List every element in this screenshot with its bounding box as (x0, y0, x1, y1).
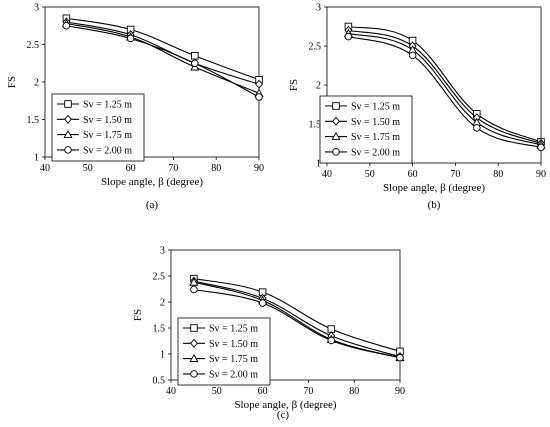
y-axis-title: FS (132, 309, 144, 321)
x-tick-label: 40 (166, 386, 176, 397)
series-line (348, 36, 542, 148)
y-tick-label: 3 (34, 3, 39, 14)
chart-a: 40 50 60 70 80 90 1 1.5 2 2.5 3 Slope angle, β (deg… (6, 3, 264, 212)
x-tick-label: 90 (254, 163, 264, 174)
x-tick-label: 40 (40, 163, 50, 174)
legend-label: Sv = 2.00 m (83, 145, 132, 156)
series-line (193, 278, 401, 352)
legend-label: Sv = 1.50 m (209, 339, 258, 350)
x-tick-label: 70 (303, 386, 313, 397)
x-tick-label: 60 (408, 169, 418, 180)
data-point-circle (344, 32, 353, 41)
y-tick-label: 1 (34, 153, 39, 164)
legend-marker-diamond (190, 338, 198, 348)
y-tick-label: 1 (316, 159, 321, 170)
data-point-diamond (255, 79, 263, 89)
legend-marker-square (64, 100, 72, 108)
x-tick-label: 80 (349, 386, 359, 397)
panel-label: (a) (146, 199, 159, 211)
data-point-circle (327, 336, 336, 345)
x-tick-label: 70 (168, 163, 178, 174)
series-line (66, 21, 260, 85)
data-point-circle (258, 299, 267, 307)
chart-c: 40 50 60 70 80 90 0.5 1 1.5 2 2.5 3 Slope angle, β (… (132, 246, 405, 422)
x-tick-label: 50 (83, 163, 93, 174)
y-tick-label: 1.5 (309, 120, 322, 131)
y-tick-label: 0.5 (153, 376, 166, 387)
legend-label: Sv = 2.00 m (351, 147, 400, 158)
y-axis-title: FS (288, 79, 300, 91)
y-tick-label: 2 (160, 298, 165, 309)
y-tick-label: 2.5 (27, 40, 40, 51)
x-tick-label: 80 (493, 169, 503, 180)
x-axis-title: Slope angle, β (degree) (383, 182, 485, 194)
data-point-circle (190, 285, 198, 294)
series-line (193, 280, 401, 358)
y-tick-label: 2 (34, 78, 39, 89)
x-tick-label: 50 (212, 386, 222, 397)
data-point-square (191, 52, 199, 60)
legend-label: Sv = 1.25 m (209, 324, 258, 335)
series-line (348, 25, 542, 143)
legend-marker-circle (332, 148, 340, 156)
series-line (66, 25, 260, 98)
legend-label: Sv = 1.75 m (209, 354, 258, 365)
legend-marker-triangle (331, 131, 341, 141)
x-tick-label: 40 (322, 169, 332, 180)
legend-label: Sv = 1.25 m (351, 102, 400, 113)
y-tick-label: 1.5 (153, 324, 166, 335)
series-line (348, 32, 542, 146)
y-tick-label: 3 (160, 246, 165, 257)
x-tick-label: 90 (395, 386, 405, 397)
panel-label: (c) (277, 409, 290, 421)
y-tick-label: 2.5 (153, 272, 166, 283)
x-axis-title: Slope angle, β (degree) (101, 176, 203, 188)
legend-label: Sv = 2.00 m (209, 369, 258, 380)
legend-marker-square (190, 324, 198, 332)
legend-marker-circle (190, 370, 198, 378)
data-point-circle (126, 34, 135, 43)
x-tick-label: 70 (450, 169, 460, 180)
legend-marker-triangle (189, 353, 199, 363)
data-point-circle (537, 143, 545, 152)
series-line (66, 17, 260, 81)
series-line (348, 29, 542, 145)
y-axis-title: FS (6, 76, 18, 88)
data-point-circle (408, 51, 417, 60)
y-tick-label: 3 (316, 3, 321, 14)
data-point-circle (62, 22, 71, 30)
data-point-circle (473, 124, 481, 132)
x-axis-title: Slope angle, β (degree) (234, 399, 336, 411)
y-tick-label: 2 (316, 81, 321, 92)
y-tick-label: 2.5 (309, 42, 322, 53)
legend-marker-diamond (64, 114, 72, 124)
chart-b: 40 50 60 70 80 90 1 1.5 2 2.5 3 Slope angle, β (deg… (288, 3, 546, 212)
legend-label: Sv = 1.50 m (351, 117, 400, 128)
x-tick-label: 80 (211, 163, 221, 174)
series-line (193, 288, 401, 359)
legend-marker-square (332, 102, 340, 110)
legend-label: Sv = 1.50 m (83, 115, 132, 126)
panel-label: (b) (428, 199, 441, 211)
y-tick-label: 1 (160, 350, 165, 361)
legend-label: Sv = 1.75 m (351, 132, 400, 143)
x-tick-label: 60 (126, 163, 136, 174)
data-point-circle (255, 93, 263, 101)
data-point-circle (191, 59, 199, 68)
data-point-triangle (189, 277, 199, 286)
y-tick-label: 1.5 (27, 115, 40, 126)
x-tick-label: 60 (258, 386, 268, 397)
legend-marker-circle (64, 146, 72, 154)
data-point-circle (396, 353, 404, 362)
x-tick-label: 50 (365, 169, 375, 180)
legend-label: Sv = 1.25 m (83, 100, 132, 111)
legend-label: Sv = 1.75 m (83, 130, 132, 141)
plot-frame (170, 249, 401, 381)
x-tick-label: 90 (536, 169, 546, 180)
legend-marker-diamond (332, 116, 340, 126)
legend-marker-triangle (63, 129, 73, 139)
series-line (66, 22, 260, 94)
